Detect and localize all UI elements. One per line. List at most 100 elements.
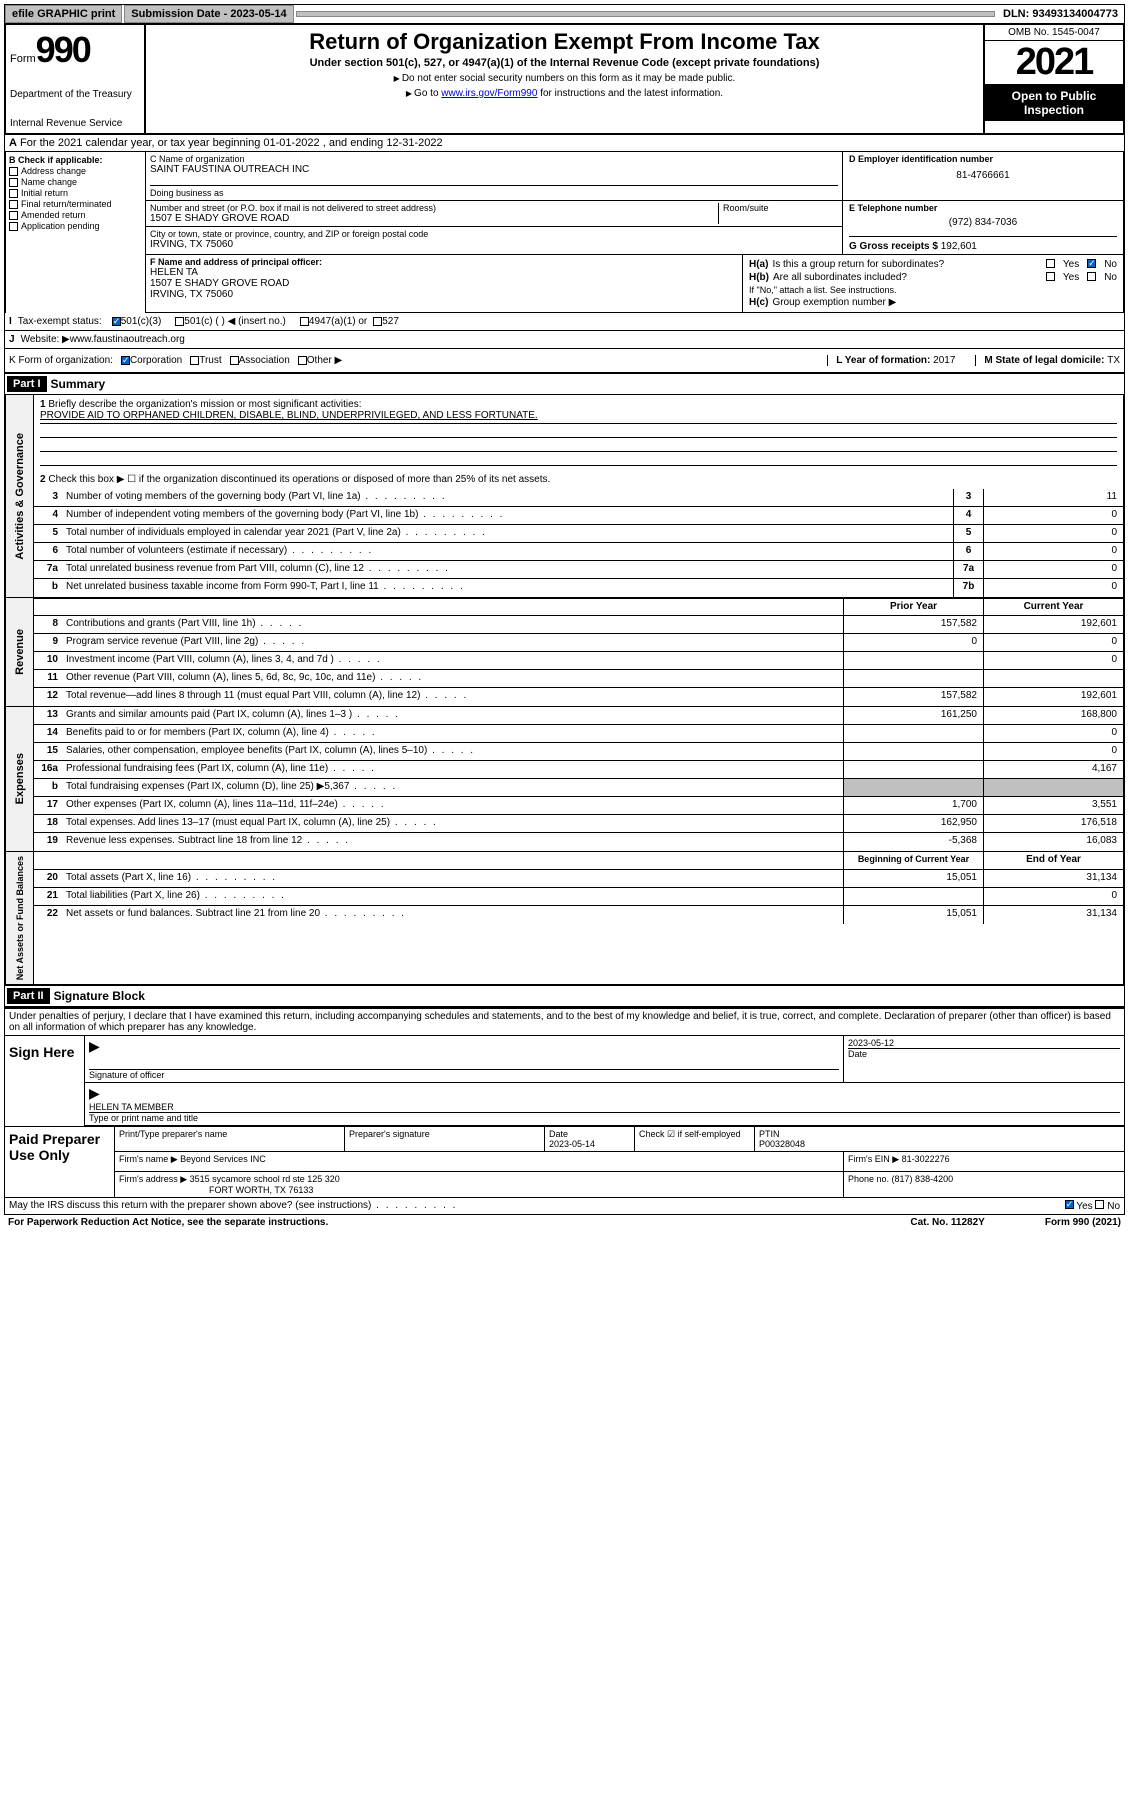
exp-curr-17: 3,551 [983, 797, 1123, 814]
rev-curr-12: 192,601 [983, 688, 1123, 706]
part1-header: Part I [7, 376, 47, 392]
submission-date-button[interactable]: Submission Date - 2023-05-14 [124, 5, 293, 23]
line2-text: Check this box ▶ ☐ if the organization d… [48, 474, 550, 485]
date-label: Date [848, 1048, 1120, 1059]
rev-prior-12: 157,582 [843, 688, 983, 706]
exp-curr-14: 0 [983, 725, 1123, 742]
net-begin-21 [843, 888, 983, 905]
exp-curr-13: 168,800 [983, 707, 1123, 724]
city-value: IRVING, TX 75060 [150, 239, 838, 250]
discuss-question: May the IRS discuss this return with the… [9, 1200, 457, 1212]
chk-501c[interactable] [175, 317, 184, 326]
efile-print-button[interactable]: efile GRAPHIC print [5, 5, 122, 23]
gov-val-3: 11 [983, 489, 1123, 506]
website-value: www.faustinaoutreach.org [70, 334, 185, 345]
hc-text: Group exemption number ▶ [772, 297, 896, 308]
chk-final-return[interactable] [9, 200, 18, 209]
net-begin-20: 15,051 [843, 870, 983, 887]
sign-here-label: Sign Here [5, 1036, 85, 1126]
suite-label: Room/suite [723, 203, 838, 213]
net-end-22: 31,134 [983, 906, 1123, 924]
chk-4947[interactable] [300, 317, 309, 326]
firm-city: FORT WORTH, TX 76133 [209, 1185, 839, 1195]
ptin-value: P00328048 [759, 1139, 1120, 1149]
dba-label: Doing business as [150, 188, 838, 198]
vert-governance: Activities & Governance [14, 429, 26, 564]
rev-prior-10 [843, 652, 983, 669]
ha-no[interactable] [1087, 259, 1096, 268]
perjury-text: Under penalties of perjury, I declare th… [5, 1009, 1124, 1035]
form-footer: Form 990 (2021) [1045, 1217, 1121, 1228]
chk-amended-return[interactable] [9, 211, 18, 220]
tax-year: 2021 [985, 41, 1123, 85]
net-line-22: Net assets or fund balances. Subtract li… [62, 906, 843, 924]
rev-curr-8: 192,601 [983, 616, 1123, 633]
net-end-21: 0 [983, 888, 1123, 905]
exp-prior-15 [843, 743, 983, 760]
rev-line-11: Other revenue (Part VIII, column (A), li… [62, 670, 843, 687]
h-note: If "No," attach a list. See instructions… [749, 285, 1117, 295]
exp-line-b: Total fundraising expenses (Part IX, col… [62, 779, 843, 796]
discuss-yes[interactable] [1065, 1200, 1074, 1209]
vert-netassets: Net Assets or Fund Balances [15, 852, 25, 984]
form-title: Return of Organization Exempt From Incom… [154, 29, 975, 55]
rev-curr-10: 0 [983, 652, 1123, 669]
chk-initial-return[interactable] [9, 189, 18, 198]
gross-receipts-value: 192,601 [941, 241, 977, 252]
exp-curr-b [983, 779, 1123, 796]
exp-curr-15: 0 [983, 743, 1123, 760]
ssn-note: Do not enter social security numbers on … [154, 73, 975, 84]
gross-receipts-label: G Gross receipts $ [849, 241, 941, 252]
chk-other[interactable] [298, 356, 307, 365]
exp-prior-17: 1,700 [843, 797, 983, 814]
form-header: Form990 Department of the Treasury Inter… [4, 24, 1125, 135]
chk-501c3[interactable] [112, 317, 121, 326]
rev-line-8: Contributions and grants (Part VIII, lin… [62, 616, 843, 633]
row-i-tax-status: ITax-exempt status: 501(c)(3) 501(c) ( )… [4, 313, 1125, 331]
sig-officer-label: Signature of officer [89, 1069, 839, 1080]
gov-line-7a: Total unrelated business revenue from Pa… [62, 561, 953, 578]
street-label: Number and street (or P.O. box if mail i… [150, 203, 718, 213]
omb-number: OMB No. 1545-0047 [985, 25, 1123, 41]
ha-yes[interactable] [1046, 259, 1055, 268]
firm-addr: 3515 sycamore school rd ste 125 320 [190, 1174, 340, 1184]
net-line-20: Total assets (Part X, line 16) [62, 870, 843, 887]
chk-name-change[interactable] [9, 178, 18, 187]
irs-link[interactable]: www.irs.gov/Form990 [441, 88, 537, 99]
officer-label: F Name and address of principal officer: [150, 257, 738, 267]
rev-line-10: Investment income (Part VIII, column (A)… [62, 652, 843, 669]
chk-trust[interactable] [190, 356, 199, 365]
exp-prior-19: -5,368 [843, 833, 983, 851]
form-word: Form [10, 53, 36, 65]
chk-application-pending[interactable] [9, 222, 18, 231]
form-number: 990 [36, 29, 90, 71]
sig-date: 2023-05-12 [848, 1038, 1120, 1048]
vert-expenses: Expenses [14, 749, 26, 808]
vert-revenue: Revenue [14, 625, 26, 679]
rev-prior-9: 0 [843, 634, 983, 651]
gov-line-5: Total number of individuals employed in … [62, 525, 953, 542]
city-label: City or town, state or province, country… [150, 229, 838, 239]
exp-prior-13: 161,250 [843, 707, 983, 724]
phone-value: (972) 834-7036 [849, 217, 1117, 228]
rev-line-9: Program service revenue (Part VIII, line… [62, 634, 843, 651]
org-name-label: C Name of organization [150, 154, 838, 164]
exp-prior-14 [843, 725, 983, 742]
rev-line-12: Total revenue—add lines 8 through 11 (mu… [62, 688, 843, 706]
rev-prior-8: 157,582 [843, 616, 983, 633]
exp-prior-b [843, 779, 983, 796]
end-year-hdr: End of Year [983, 852, 1123, 869]
chk-association[interactable] [230, 356, 239, 365]
hb-yes[interactable] [1046, 272, 1055, 281]
toolbar-spacer [296, 11, 995, 17]
exp-prior-18: 162,950 [843, 815, 983, 832]
chk-corporation[interactable] [121, 356, 130, 365]
discuss-no[interactable] [1095, 1200, 1104, 1209]
chk-527[interactable] [373, 317, 382, 326]
firm-ein: 81-3022276 [902, 1154, 950, 1164]
hb-no[interactable] [1087, 272, 1096, 281]
gov-val-b: 0 [983, 579, 1123, 597]
gov-val-4: 0 [983, 507, 1123, 524]
prep-name-label: Print/Type preparer's name [115, 1127, 345, 1151]
chk-address-change[interactable] [9, 167, 18, 176]
